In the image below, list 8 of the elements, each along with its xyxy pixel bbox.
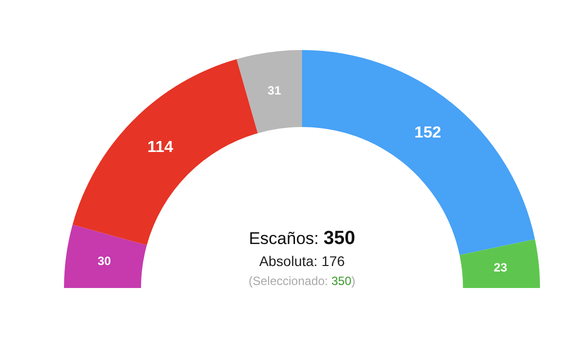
data-label: 114 — [147, 139, 174, 156]
data-label: 23 — [494, 260, 508, 274]
text: Escaños: 350 — [248, 228, 356, 249]
text: Absoluta: 176 — [259, 253, 346, 269]
data-label: 31 — [268, 83, 282, 98]
data-label: 30 — [98, 254, 112, 268]
data-label: 152 — [414, 124, 442, 142]
text: (Seleccionado: 350) — [248, 274, 356, 288]
